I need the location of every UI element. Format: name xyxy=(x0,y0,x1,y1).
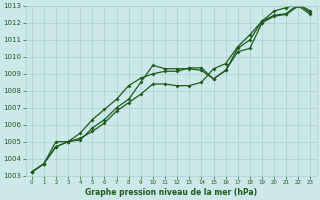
X-axis label: Graphe pression niveau de la mer (hPa): Graphe pression niveau de la mer (hPa) xyxy=(85,188,257,197)
